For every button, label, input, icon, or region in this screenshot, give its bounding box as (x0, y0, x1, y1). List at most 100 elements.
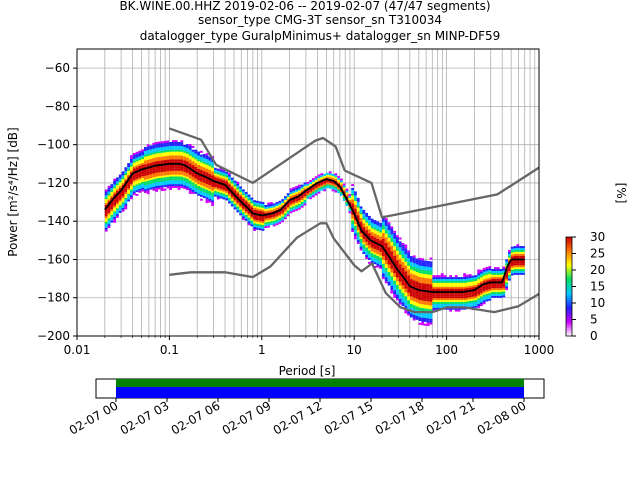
heatmap-cell (410, 288, 413, 291)
heatmap-cell (256, 204, 259, 207)
heatmap-cell (384, 233, 388, 236)
heatmap-cell (376, 263, 380, 266)
heatmap-cell (146, 182, 150, 185)
heatmap-cell (219, 169, 223, 172)
heatmap-cell (362, 225, 366, 228)
heatmap-cell (365, 222, 369, 225)
heatmap-cell (494, 293, 497, 296)
heatmap-cell (499, 293, 503, 296)
heatmap-cell (244, 216, 248, 219)
heatmap-cell (323, 181, 327, 184)
heatmap-cell (449, 275, 453, 278)
heatmap-cell (141, 176, 145, 179)
heatmap-cell (264, 226, 268, 229)
heatmap-cell (110, 214, 114, 217)
heatmap-cell (163, 184, 167, 187)
heatmap-cell (424, 277, 427, 280)
heatmap-cell (110, 210, 114, 213)
heatmap-cell (368, 246, 371, 249)
heatmap-cell (365, 212, 369, 215)
heatmap-cell (491, 278, 495, 281)
heatmap-cell (149, 156, 153, 159)
heatmap-cell (328, 182, 332, 185)
heatmap-cell (362, 209, 366, 212)
heatmap-cell (166, 159, 170, 162)
heatmap-cell (183, 171, 187, 174)
heatmap-cell (401, 302, 405, 305)
heatmap-cell (468, 299, 472, 302)
heatmap-cell (270, 217, 273, 220)
heatmap-cell (138, 162, 142, 165)
heatmap-cell (208, 183, 212, 186)
heatmap-cell (286, 210, 290, 213)
heatmap-cell (407, 280, 411, 283)
heatmap-cell (202, 184, 206, 187)
heatmap-cell (208, 190, 212, 193)
heatmap-cell (163, 167, 167, 170)
heatmap-cell (186, 172, 189, 175)
heatmap-cell (480, 298, 483, 301)
heatmap-cell (387, 251, 391, 254)
heatmap-cell (183, 179, 187, 182)
heatmap-cell (412, 266, 416, 269)
heatmap-cell (418, 299, 422, 302)
heatmap-cell (244, 218, 248, 221)
heatmap-cell (152, 182, 156, 185)
heatmap-cell (250, 212, 254, 215)
heatmap-cell (130, 191, 133, 194)
heatmap-cell (387, 262, 391, 265)
heatmap-cell (180, 145, 184, 148)
heatmap-cell (513, 269, 517, 272)
heatmap-cell (449, 296, 453, 299)
heatmap-cell (513, 251, 517, 254)
heatmap-cell (230, 183, 234, 186)
heatmap-cell (155, 163, 159, 166)
heatmap-cell (127, 174, 131, 177)
heatmap-cell (264, 212, 268, 215)
heatmap-cell (281, 210, 285, 213)
plot-frame (76, 48, 540, 337)
heatmap-cell (236, 210, 240, 213)
heatmap-cell (429, 267, 433, 270)
heatmap-cell (438, 303, 441, 306)
heatmap-cell (242, 198, 245, 201)
heatmap-cell (286, 212, 290, 215)
heatmap-cell (362, 213, 366, 216)
heatmap-cell (258, 228, 262, 231)
heatmap-cell (152, 148, 156, 151)
heatmap-cell (440, 273, 444, 276)
heatmap-cell (401, 298, 405, 301)
heatmap-cell (177, 176, 181, 179)
heatmap-cell (354, 223, 357, 226)
heatmap-cell (477, 288, 481, 291)
heatmap-cell (393, 271, 397, 274)
heatmap-cell (452, 282, 455, 285)
heatmap-cell (121, 182, 125, 185)
colorbar-gradient (565, 236, 573, 337)
heatmap-cell (121, 177, 125, 180)
heatmap-cell (440, 296, 444, 299)
heatmap-cell (141, 166, 145, 169)
heatmap-cell (426, 291, 430, 294)
heatmap-cell (172, 166, 175, 169)
heatmap-cell (124, 184, 128, 187)
heatmap-cell (152, 179, 156, 182)
heatmap-cell (124, 203, 128, 206)
heatmap-cell (132, 175, 136, 178)
heatmap-cell (390, 272, 394, 275)
heatmap-cell (415, 306, 419, 309)
heatmap-cell (116, 198, 119, 201)
heatmap-cell (337, 191, 341, 194)
heatmap-cell (404, 267, 408, 270)
heatmap-cell (415, 315, 419, 318)
heatmap-cell (138, 152, 142, 155)
heatmap-cell (292, 194, 296, 197)
heatmap-cell (323, 183, 327, 186)
heatmap-cell (384, 231, 388, 234)
heatmap-cell (186, 151, 189, 154)
heatmap-cell (370, 249, 374, 252)
heatmap-cell (149, 151, 153, 154)
heatmap-cell (480, 288, 483, 291)
heatmap-cell (502, 270, 506, 273)
heatmap-cell (429, 299, 433, 302)
